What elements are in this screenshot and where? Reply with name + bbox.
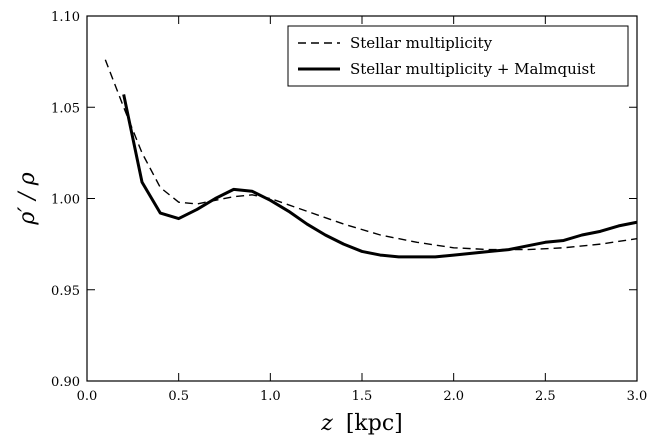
x-tick-label: 0.0 (77, 389, 98, 404)
tick-layer: 0.0 0.5 1.0 1.5 2.0 2.5 3.0 0.90 0.95 1.00 1.05 1.1… (51, 10, 647, 404)
x-tick-label: 1.0 (260, 389, 281, 404)
legend-label-stellar-multiplicity-malmquist: Stellar multiplicity + Malmquist (350, 60, 595, 78)
x-tick-label: 1.5 (352, 389, 373, 404)
x-axis-label: z [kpc] (320, 411, 403, 436)
legend: Stellar multiplicity Stellar multiplicit… (287, 25, 629, 87)
y-tick-label: 0.90 (51, 375, 80, 390)
x-axis-unit: [kpc] (346, 411, 403, 436)
x-tick-label: 2.0 (443, 389, 464, 404)
y-tick-label: 1.00 (51, 193, 80, 208)
legend-box (287, 25, 629, 87)
y-axis-label: ρ′ / ρ (15, 172, 40, 225)
x-axis-variable: z (320, 411, 333, 436)
x-tick-label: 0.5 (168, 389, 189, 404)
y-tick-label: 1.10 (51, 10, 80, 25)
y-tick-label: 0.95 (51, 284, 80, 299)
x-tick-label: 3.0 (627, 389, 648, 404)
x-tick-label: 2.5 (535, 389, 556, 404)
legend-label-stellar-multiplicity: Stellar multiplicity (350, 34, 493, 52)
series-stellar-multiplicity-malmquist (122, 94, 638, 259)
y-tick-label: 1.05 (51, 101, 80, 116)
series-stellar-multiplicity (104, 59, 638, 251)
series-layer (104, 59, 638, 259)
